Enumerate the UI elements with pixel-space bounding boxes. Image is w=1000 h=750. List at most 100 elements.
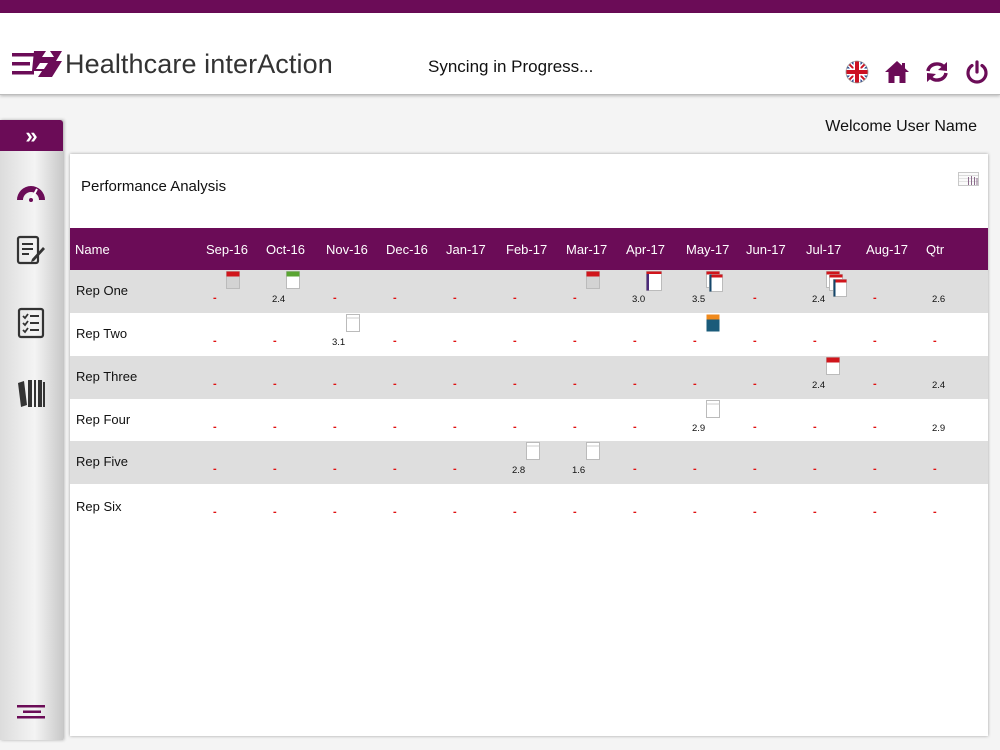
performance-cell: -	[206, 313, 266, 356]
empty-score: -	[573, 421, 577, 433]
purple-red-card-icon[interactable]	[646, 271, 662, 296]
performance-cell: -	[326, 399, 386, 442]
performance-cell: -	[866, 313, 926, 356]
performance-cell: -	[866, 484, 926, 527]
performance-cell[interactable]: 2.4	[806, 356, 866, 399]
empty-score: -	[573, 506, 577, 518]
empty-score: -	[393, 335, 397, 347]
red-card-icon[interactable]	[826, 357, 840, 380]
sidebar-item-checklist[interactable]	[14, 306, 48, 340]
column-header-aug-17[interactable]: Aug-17	[866, 242, 908, 257]
rep-name[interactable]: Rep Two	[76, 326, 128, 341]
performance-cell: -	[566, 484, 626, 527]
language-button[interactable]	[844, 59, 870, 85]
sidebar-item-library[interactable]	[14, 376, 48, 410]
performance-cell: -	[446, 484, 506, 527]
empty-score: -	[693, 335, 697, 347]
column-header-may-17[interactable]: May-17	[686, 242, 730, 257]
score-value: 2.9	[692, 423, 706, 434]
performance-cell[interactable]: 2.4	[266, 270, 326, 313]
empty-score: -	[693, 463, 697, 475]
performance-cell[interactable]: -	[566, 270, 626, 313]
empty-score: -	[213, 335, 217, 347]
sync-button[interactable]	[924, 59, 950, 85]
performance-cell: -	[446, 356, 506, 399]
performance-cell[interactable]: 2.4	[806, 270, 866, 313]
rep-name[interactable]: Rep Five	[76, 454, 129, 469]
performance-cell: -	[746, 399, 806, 442]
rep-name[interactable]: Rep Three	[76, 369, 138, 384]
blank-card-icon[interactable]	[346, 314, 360, 337]
performance-cell: -	[446, 270, 506, 313]
sidebar-item-documents[interactable]	[14, 232, 48, 266]
performance-cell[interactable]: 3.0	[626, 270, 686, 313]
column-header-feb-17[interactable]: Feb-17	[506, 242, 548, 257]
performance-cell: -	[386, 313, 446, 356]
performance-cell[interactable]: 1.6	[566, 441, 626, 484]
empty-score: -	[453, 292, 457, 304]
column-header-apr-17[interactable]: Apr-17	[626, 242, 666, 257]
rep-name[interactable]: Rep One	[76, 283, 129, 298]
rep-name[interactable]: Rep Four	[76, 412, 131, 427]
table-row[interactable]: Rep Three - - - - - - - - - - 2.4 - 2.4	[70, 356, 988, 399]
empty-score: -	[753, 463, 757, 475]
column-header-sep-16[interactable]: Sep-16	[206, 242, 248, 257]
sidebar-item-menu[interactable]	[14, 695, 48, 729]
performance-cell: -	[926, 484, 986, 527]
chart-view-button[interactable]	[958, 172, 979, 186]
empty-score: -	[813, 506, 817, 518]
performance-cell: -	[446, 313, 506, 356]
table-row[interactable]: Rep One - 2.4 - - - - - 3.0 3.5 - 2.4 - 2.6	[70, 270, 988, 313]
column-header-jul-17[interactable]: Jul-17	[806, 242, 842, 257]
column-header-nov-16[interactable]: Nov-16	[326, 242, 368, 257]
empty-score: -	[273, 378, 277, 390]
stacked-cards-3-icon[interactable]	[826, 271, 848, 304]
blank-card-icon[interactable]	[586, 442, 600, 465]
table-row[interactable]: Rep Six - - - - - - - - - - - - -	[70, 484, 988, 527]
performance-cell: -	[566, 356, 626, 399]
performance-cell[interactable]: -	[686, 313, 746, 356]
performance-cell: -	[866, 441, 926, 484]
performance-cell[interactable]: 2.8	[506, 441, 566, 484]
rep-name[interactable]: Rep Six	[76, 499, 122, 514]
sidebar-toggle-button[interactable]: »	[0, 120, 63, 151]
empty-score: -	[513, 421, 517, 433]
table-row[interactable]: Rep Five - - - - - 2.8 1.6 - - - - - -	[70, 441, 988, 484]
blank-card-icon[interactable]	[706, 400, 720, 423]
empty-score: -	[273, 421, 277, 433]
column-header-jun-17[interactable]: Jun-17	[746, 242, 786, 257]
column-header-dec-16[interactable]: Dec-16	[386, 242, 428, 257]
performance-cell[interactable]: 3.5	[686, 270, 746, 313]
empty-score: -	[633, 463, 637, 475]
performance-cell: -	[326, 441, 386, 484]
column-header-qtr[interactable]: Qtr	[926, 242, 945, 257]
empty-score: -	[693, 378, 697, 390]
gray-red-card-icon[interactable]	[226, 271, 240, 294]
empty-score: -	[393, 463, 397, 475]
empty-score: -	[573, 335, 577, 347]
performance-cell[interactable]: 3.1	[326, 313, 386, 356]
home-button[interactable]	[884, 59, 910, 85]
logout-button[interactable]	[964, 59, 990, 85]
column-header-name[interactable]: Name	[75, 242, 110, 257]
blank-card-icon[interactable]	[526, 442, 540, 465]
empty-score: -	[333, 463, 337, 475]
stacked-cards-2-icon[interactable]	[706, 271, 724, 298]
table-row[interactable]: Rep Four - - - - - - - - 2.9 - - - 2.9	[70, 399, 988, 442]
performance-cell[interactable]: 2.9	[686, 399, 746, 442]
column-header-oct-16[interactable]: Oct-16	[266, 242, 306, 257]
empty-score: -	[813, 335, 817, 347]
empty-score: -	[273, 335, 277, 347]
green-card-icon[interactable]	[286, 271, 300, 294]
column-header-jan-17[interactable]: Jan-17	[446, 242, 486, 257]
performance-cell[interactable]: -	[206, 270, 266, 313]
table-row[interactable]: Rep Two - - 3.1 - - - - - - - - - -	[70, 313, 988, 356]
orange-blue-card-icon[interactable]	[706, 314, 720, 337]
empty-score: -	[633, 335, 637, 347]
performance-cell: -	[266, 484, 326, 527]
column-header-mar-17[interactable]: Mar-17	[566, 242, 608, 257]
gray-red-card-icon[interactable]	[586, 271, 600, 294]
sidebar-item-dashboard[interactable]	[14, 174, 48, 208]
header-actions	[844, 59, 990, 85]
performance-cell: -	[266, 399, 326, 442]
